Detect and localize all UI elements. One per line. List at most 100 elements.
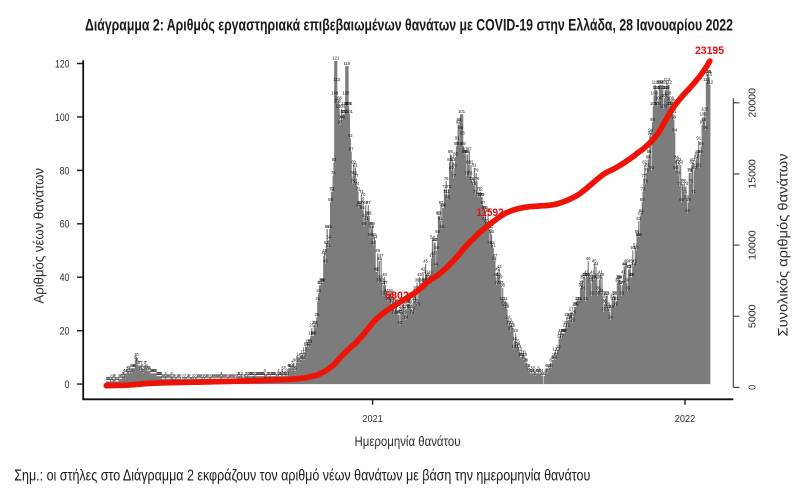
svg-text:2: 2 <box>254 373 257 378</box>
svg-text:80: 80 <box>692 165 697 170</box>
svg-text:112: 112 <box>659 80 666 85</box>
svg-text:26: 26 <box>397 309 402 314</box>
svg-text:84: 84 <box>694 154 699 159</box>
svg-text:10: 10 <box>519 352 524 357</box>
svg-text:2: 2 <box>241 373 244 378</box>
svg-text:59: 59 <box>370 221 375 226</box>
svg-text:7: 7 <box>145 360 148 365</box>
svg-text:19: 19 <box>561 328 566 333</box>
svg-text:103: 103 <box>336 104 344 109</box>
svg-text:52: 52 <box>487 240 492 245</box>
svg-text:4: 4 <box>150 368 153 373</box>
svg-text:3: 3 <box>237 371 240 376</box>
svg-text:3: 3 <box>283 371 286 376</box>
svg-text:23195: 23195 <box>695 45 724 57</box>
svg-text:35: 35 <box>625 285 630 290</box>
svg-text:101: 101 <box>458 109 466 114</box>
svg-text:2: 2 <box>212 373 215 378</box>
svg-text:79: 79 <box>687 168 692 173</box>
svg-text:2: 2 <box>213 373 216 378</box>
svg-text:3: 3 <box>160 371 163 376</box>
svg-text:31: 31 <box>390 296 395 301</box>
svg-text:2021: 2021 <box>362 414 383 425</box>
svg-text:42: 42 <box>374 267 379 272</box>
svg-text:105: 105 <box>334 98 342 103</box>
svg-text:38: 38 <box>419 277 424 282</box>
svg-text:29: 29 <box>416 301 421 306</box>
svg-text:72: 72 <box>478 186 483 191</box>
svg-text:116: 116 <box>704 69 711 74</box>
svg-text:101: 101 <box>341 109 349 114</box>
svg-text:39: 39 <box>597 275 602 280</box>
svg-text:99: 99 <box>672 114 677 119</box>
svg-text:55: 55 <box>372 232 377 237</box>
svg-text:51: 51 <box>633 243 638 248</box>
svg-text:93: 93 <box>460 130 465 135</box>
svg-text:33: 33 <box>612 291 617 296</box>
svg-text:9: 9 <box>555 355 558 360</box>
svg-text:47: 47 <box>493 253 498 258</box>
svg-text:2: 2 <box>169 373 172 378</box>
svg-text:1: 1 <box>171 376 174 381</box>
svg-text:12: 12 <box>553 347 558 352</box>
svg-text:2: 2 <box>243 373 246 378</box>
svg-text:31: 31 <box>611 296 616 301</box>
svg-text:45: 45 <box>592 259 597 264</box>
svg-text:3: 3 <box>251 371 254 376</box>
svg-text:40: 40 <box>493 272 498 277</box>
svg-text:49: 49 <box>322 248 327 253</box>
svg-text:2: 2 <box>216 373 219 378</box>
svg-text:3: 3 <box>238 371 241 376</box>
svg-text:14: 14 <box>303 341 308 346</box>
svg-text:37: 37 <box>499 280 504 285</box>
svg-text:22: 22 <box>509 320 514 325</box>
svg-text:51: 51 <box>491 243 496 248</box>
svg-text:4: 4 <box>281 368 284 373</box>
svg-text:5: 5 <box>149 365 152 370</box>
svg-text:24: 24 <box>608 315 613 320</box>
svg-text:18: 18 <box>558 331 563 336</box>
svg-text:31: 31 <box>503 296 508 301</box>
svg-text:41: 41 <box>590 269 595 274</box>
svg-text:28: 28 <box>404 304 409 309</box>
svg-text:1: 1 <box>190 376 193 381</box>
svg-text:7: 7 <box>137 360 140 365</box>
svg-text:2: 2 <box>246 373 249 378</box>
svg-text:42: 42 <box>374 267 379 272</box>
svg-text:4: 4 <box>128 368 131 373</box>
svg-text:65: 65 <box>360 205 365 210</box>
svg-text:3: 3 <box>271 371 274 376</box>
svg-text:3: 3 <box>272 371 275 376</box>
svg-text:2: 2 <box>228 373 231 378</box>
svg-text:3: 3 <box>278 371 281 376</box>
svg-text:26: 26 <box>396 309 401 314</box>
svg-text:82: 82 <box>469 160 474 165</box>
svg-text:38: 38 <box>376 277 381 282</box>
svg-text:1: 1 <box>189 376 192 381</box>
svg-text:28: 28 <box>409 304 414 309</box>
svg-text:3: 3 <box>248 371 251 376</box>
svg-text:26: 26 <box>571 309 576 314</box>
svg-text:2: 2 <box>193 373 196 378</box>
svg-text:100: 100 <box>699 112 707 117</box>
svg-text:3: 3 <box>252 371 255 376</box>
svg-text:99: 99 <box>339 114 344 119</box>
svg-text:2: 2 <box>205 373 208 378</box>
svg-text:63: 63 <box>437 210 442 215</box>
svg-text:52: 52 <box>324 240 329 245</box>
svg-text:80: 80 <box>60 165 70 177</box>
svg-text:4: 4 <box>151 368 154 373</box>
svg-text:97: 97 <box>700 120 705 125</box>
svg-text:25: 25 <box>570 312 575 317</box>
svg-text:27: 27 <box>400 307 405 312</box>
svg-text:64: 64 <box>685 208 690 213</box>
svg-text:110: 110 <box>653 85 660 90</box>
svg-text:10000: 10000 <box>748 230 759 260</box>
svg-text:38: 38 <box>415 277 420 282</box>
svg-text:9: 9 <box>551 355 554 360</box>
svg-text:21: 21 <box>510 323 515 328</box>
svg-text:52: 52 <box>371 240 376 245</box>
svg-text:2: 2 <box>203 373 206 378</box>
svg-text:1: 1 <box>191 376 194 381</box>
svg-text:1: 1 <box>195 376 198 381</box>
